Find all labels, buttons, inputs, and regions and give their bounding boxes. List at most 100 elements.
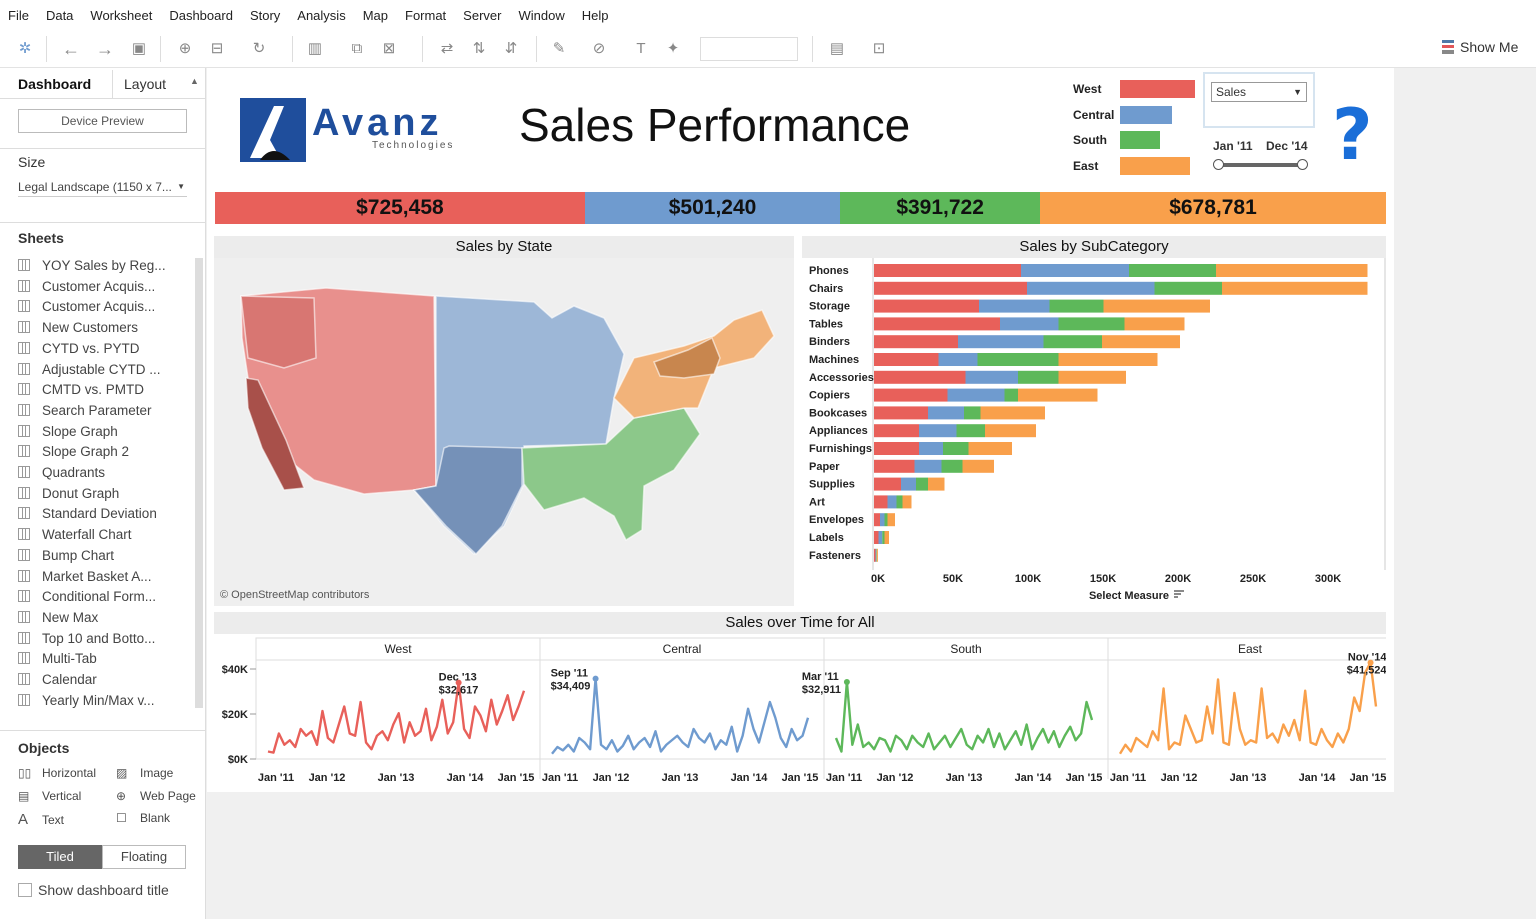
line-series-south[interactable] <box>834 680 1094 753</box>
object-web-page[interactable]: ⊕ Web Page <box>116 789 196 803</box>
bar-segment-east[interactable] <box>985 424 1036 438</box>
measure-select[interactable]: Sales ▼ <box>1211 82 1307 102</box>
bar-segment-south[interactable] <box>943 442 969 455</box>
sheet-item[interactable]: Bump Chart <box>18 548 114 568</box>
menu-map[interactable]: Map <box>362 7 388 23</box>
bar-segment-west[interactable] <box>874 531 879 544</box>
sheet-item[interactable]: New Customers <box>18 320 138 340</box>
floating-toggle[interactable]: Floating <box>102 845 186 869</box>
menu-format[interactable]: Format <box>405 7 447 23</box>
bar-segment-west[interactable] <box>874 370 966 384</box>
tiled-toggle[interactable]: Tiled <box>18 845 102 869</box>
sheet-item[interactable]: Slope Graph <box>18 424 118 444</box>
help-icon[interactable]: ? <box>1332 94 1373 176</box>
presentation-icon[interactable]: ⊡ <box>872 40 886 57</box>
bar-segment-central[interactable] <box>1027 281 1155 295</box>
bar-segment-west[interactable] <box>874 548 876 562</box>
line-series-central[interactable] <box>551 677 810 755</box>
sort-ascending-icon[interactable]: ⇅ <box>472 40 486 57</box>
bar-segment-east[interactable] <box>1058 370 1127 384</box>
bar-segment-south[interactable] <box>1154 281 1223 295</box>
show-title-checkbox[interactable]: Show dashboard title <box>18 882 169 898</box>
bar-segment-west[interactable] <box>874 424 919 438</box>
bar-segment-west[interactable] <box>874 388 948 402</box>
bar-segment-west[interactable] <box>874 459 915 473</box>
menu-dashboard[interactable]: Dashboard <box>169 7 233 23</box>
bar-segment-central[interactable] <box>965 370 1019 384</box>
bar-segment-south[interactable] <box>876 548 877 562</box>
bar-segment-east[interactable] <box>1124 317 1185 331</box>
pin-icon[interactable]: ✦ <box>666 40 680 57</box>
new-worksheet-icon[interactable]: ▥ <box>307 40 323 57</box>
size-select[interactable]: Legal Landscape (1150 x 7... ▼ <box>18 180 187 197</box>
bar-segment-south[interactable] <box>896 495 903 509</box>
menu-worksheet[interactable]: Worksheet <box>90 7 153 23</box>
sheet-item[interactable]: CYTD vs. PYTD <box>18 341 140 361</box>
object-horizontal[interactable]: ▯▯ Horizontal <box>18 766 96 780</box>
line-series-west[interactable] <box>267 681 526 754</box>
bar-x-label[interactable]: Select Measure <box>1089 590 1169 602</box>
max-marker[interactable] <box>843 678 850 685</box>
bar-segment-central[interactable] <box>875 548 877 562</box>
bar-segment-south[interactable] <box>1049 299 1104 313</box>
show-me-button[interactable]: Show Me <box>1442 39 1518 55</box>
sort-icon[interactable] <box>1174 590 1184 598</box>
sheet-item[interactable]: Top 10 and Botto... <box>18 631 155 651</box>
bar-segment-south[interactable] <box>977 353 1059 366</box>
clear-sheet-icon[interactable]: ⊠ <box>382 40 396 57</box>
bar-segment-east[interactable] <box>1103 299 1211 313</box>
sheet-item[interactable]: Market Basket A... <box>18 569 152 589</box>
bar-segment-south[interactable] <box>884 513 888 527</box>
menu-data[interactable]: Data <box>45 7 74 23</box>
bar-segment-central[interactable] <box>919 424 957 438</box>
bar-segment-south[interactable] <box>916 477 928 491</box>
bar-segment-central[interactable] <box>878 531 883 544</box>
bar-segment-west[interactable] <box>874 281 1027 295</box>
menu-server[interactable]: Server <box>463 7 502 23</box>
bar-segment-south[interactable] <box>956 424 986 438</box>
max-marker[interactable] <box>592 675 599 682</box>
bar-segment-south[interactable] <box>1018 370 1059 384</box>
line-series-east[interactable] <box>1118 661 1378 755</box>
bar-segment-west[interactable] <box>874 317 1000 331</box>
bar-segment-west[interactable] <box>874 477 901 491</box>
bar-segment-central[interactable] <box>901 477 916 491</box>
labels-icon[interactable]: T <box>636 40 646 57</box>
bar-segment-central[interactable] <box>887 495 897 509</box>
sheet-item[interactable]: Donut Graph <box>18 486 119 506</box>
kpi-south[interactable]: $391,722 <box>840 192 1040 224</box>
bar-segment-west[interactable] <box>874 335 958 349</box>
bar-segment-west[interactable] <box>874 353 939 366</box>
bar-segment-central[interactable] <box>880 513 885 527</box>
slider-start-handle[interactable] <box>1213 159 1224 170</box>
sheet-item[interactable]: Slope Graph 2 <box>18 444 129 464</box>
object-vertical[interactable]: ▤ Vertical <box>18 789 81 803</box>
highlight-icon[interactable]: ✎ <box>552 40 566 57</box>
tableau-logo-icon[interactable]: ✲ <box>18 40 32 57</box>
fit-select[interactable] <box>700 37 798 61</box>
bar-segment-south[interactable] <box>941 459 963 473</box>
kpi-east[interactable]: $678,781 <box>1039 192 1386 224</box>
bar-segment-central[interactable] <box>919 442 943 455</box>
bar-segment-west[interactable] <box>874 442 919 455</box>
menu-file[interactable]: File <box>8 7 29 23</box>
pause-updates-icon[interactable]: ⊟ <box>210 40 224 57</box>
bar-segment-east[interactable] <box>1216 264 1368 277</box>
bar-segment-south[interactable] <box>1129 264 1216 277</box>
sheet-item[interactable]: Customer Acquis... <box>18 279 155 299</box>
bar-segment-east[interactable] <box>962 459 995 473</box>
save-icon[interactable]: ▣ <box>131 40 147 57</box>
legend-bar-east[interactable] <box>1120 156 1191 175</box>
tab-layout[interactable]: Layout <box>124 76 167 92</box>
bar-segment-west[interactable] <box>874 513 880 527</box>
tab-layout-arrow-icon[interactable]: ▲ <box>190 76 199 86</box>
sheet-item[interactable]: Waterfall Chart <box>18 527 132 547</box>
bar-segment-south[interactable] <box>882 531 885 544</box>
object-blank[interactable]: ☐ Blank <box>116 811 170 825</box>
subcategory-bar-chart[interactable]: Phones Chairs Storage Tables Binders Machines… <box>802 258 1386 608</box>
bar-segment-east[interactable] <box>1222 281 1368 295</box>
sheet-item[interactable]: CMTD vs. PMTD <box>18 382 144 402</box>
bar-segment-south[interactable] <box>1043 335 1103 349</box>
date-range-slider[interactable] <box>1213 159 1308 170</box>
sheet-item[interactable]: Calendar <box>18 672 97 692</box>
